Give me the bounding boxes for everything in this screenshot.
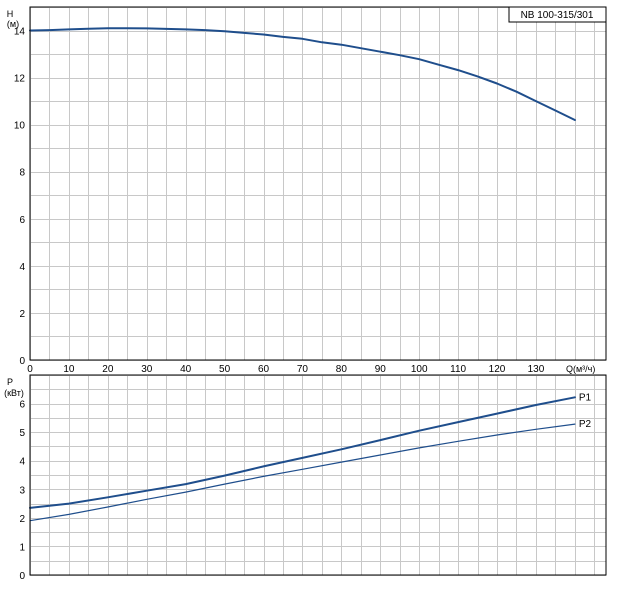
- head-axis-unit: (м): [7, 19, 19, 29]
- power-curve-panel: 0 1 2 3 4 5 6 P1 P2 P (кВт): [4, 374, 607, 582]
- power-grid: [30, 375, 606, 576]
- power-tick-labels: 0 1 2 3 4 5 6: [19, 400, 25, 582]
- head-tick-label: 6: [19, 215, 25, 226]
- power-tick-label: 0: [19, 571, 25, 582]
- flow-tick-label: 30: [141, 364, 153, 375]
- head-grid: [30, 7, 606, 361]
- head-curve-line: [29, 27, 576, 121]
- power-tick-label: 6: [19, 400, 25, 411]
- flow-axis-label: Q(м³/ч): [566, 364, 595, 374]
- power-tick-label: 2: [19, 514, 25, 525]
- power-curve-p2-line: [29, 423, 576, 522]
- power-tick-label: 1: [19, 542, 25, 553]
- head-tick-label: 4: [19, 262, 25, 273]
- flow-tick-label: 70: [297, 364, 309, 375]
- power-tick-label: 4: [19, 457, 25, 468]
- power-plot-frame: [29, 374, 607, 576]
- head-plot-frame: [29, 6, 607, 361]
- flow-tick-label: 10: [63, 364, 75, 375]
- pump-model-label: NB 100-315/301: [521, 10, 594, 21]
- flow-tick-label: 130: [528, 364, 545, 375]
- head-curve-panel: 0 10 20 30 40 50 60 70 80 90 100 110 120 130 0 2 4 6 8 10 12…: [7, 6, 607, 375]
- flow-tick-label: 50: [219, 364, 231, 375]
- flow-tick-label: 60: [258, 364, 270, 375]
- head-axis-label: H: [7, 9, 14, 19]
- flow-tick-label: 40: [180, 364, 192, 375]
- flow-tick-label: 20: [102, 364, 114, 375]
- head-tick-label: 2: [19, 309, 25, 320]
- power-axis-unit: (кВт): [4, 388, 24, 398]
- head-tick-label: 12: [14, 74, 26, 85]
- flow-tick-label: 110: [450, 364, 466, 375]
- head-tick-label: 8: [19, 168, 25, 179]
- head-tick-label: 10: [14, 121, 26, 132]
- power-tick-label: 3: [19, 485, 25, 496]
- head-tick-labels: 0 10 20 30 40 50 60 70 80 90 100 110 120 130 0 2 4 6 8 10 12…: [14, 27, 545, 375]
- pump-model-box: [508, 6, 607, 23]
- series-label-p2: P2: [579, 419, 592, 430]
- flow-tick-label: 100: [411, 364, 428, 375]
- power-tick-label: 5: [19, 428, 25, 439]
- series-label-p1: P1: [579, 392, 592, 403]
- power-series: P1 P2: [29, 392, 592, 522]
- head-series: [29, 27, 576, 121]
- flow-tick-label: 0: [27, 364, 33, 375]
- head-tick-label: 0: [19, 356, 25, 367]
- power-axis-label: P: [7, 377, 13, 387]
- power-curve-p1-line: [29, 396, 576, 509]
- flow-tick-label: 120: [489, 364, 506, 375]
- flow-tick-label: 90: [375, 364, 387, 375]
- flow-tick-label: 80: [336, 364, 348, 375]
- head-tick-label: 14: [14, 27, 26, 38]
